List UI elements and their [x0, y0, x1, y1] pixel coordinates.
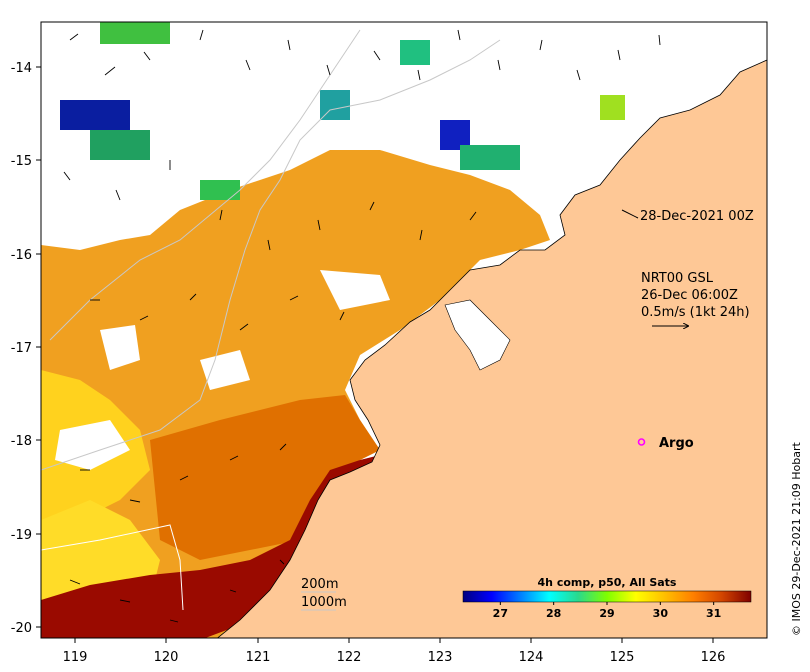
lat-tick-labels: -14 -15 -16 -17 -18 -19 -20 — [11, 61, 32, 636]
sst-field-hot — [150, 395, 380, 560]
lat-tick: -18 — [11, 434, 32, 449]
argo-label: Argo — [659, 436, 694, 451]
current-vectors — [63, 29, 661, 623]
lat-tick: -19 — [11, 528, 32, 543]
colorbar-title: 4h comp, p50, All Sats — [538, 576, 677, 589]
colorbar-tick-label: 28 — [546, 607, 561, 620]
isobath-white — [41, 524, 184, 611]
isobath-legend-200m: 200m — [301, 577, 338, 592]
sst-field-very-hot — [41, 455, 380, 638]
current-time-label: 26-Dec 06:00Z — [641, 288, 738, 303]
lon-tick: 124 — [519, 650, 544, 665]
arrow-scale-label: 0.5m/s (1kt 24h) — [641, 305, 750, 320]
axis-tick-marks — [36, 66, 714, 643]
colorbar: 4h comp, p50, All Sats 27 28 29 30 31 — [447, 574, 760, 622]
lat-tick: -15 — [11, 154, 32, 169]
isobath-200m — [41, 39, 501, 471]
plot-frame — [40, 21, 768, 639]
analysis-time-pointer — [621, 209, 639, 219]
analysis-time-label: 28-Dec-2021 00Z — [640, 209, 754, 224]
lon-tick: 120 — [154, 650, 179, 665]
colorbar-gradient — [462, 590, 752, 603]
sst-cool-patches — [60, 22, 625, 200]
argo-float-marker — [637, 438, 646, 446]
lat-tick: -14 — [11, 61, 32, 76]
lon-tick: 126 — [701, 650, 726, 665]
king-sound-inlet — [444, 299, 511, 371]
lon-tick-labels: 119 120 121 122 123 124 125 126 — [63, 650, 726, 665]
lat-tick: -17 — [11, 341, 32, 356]
colorbar-tick-label: 27 — [493, 607, 508, 620]
colorbar-tick-label: 29 — [599, 607, 614, 620]
lon-tick: 122 — [337, 650, 362, 665]
colorbar-tick-label: 31 — [706, 607, 721, 620]
lon-tick: 121 — [246, 650, 271, 665]
lon-tick: 125 — [610, 650, 635, 665]
lat-tick: -16 — [11, 248, 32, 263]
colorbar-tick-label: 30 — [653, 607, 669, 620]
credit-text: © IMOS 29-Dec-2021 21:09 Hobart — [790, 441, 803, 636]
lon-tick: 119 — [63, 650, 88, 665]
map-layers — [41, 22, 767, 638]
lat-tick: -20 — [11, 621, 32, 636]
colorbar-ticks: 27 28 29 30 31 — [493, 602, 721, 620]
lon-tick: 123 — [428, 650, 453, 665]
current-source-label: NRT00 GSL — [641, 271, 714, 286]
isobath-legend-1000m: 1000m — [301, 595, 347, 610]
